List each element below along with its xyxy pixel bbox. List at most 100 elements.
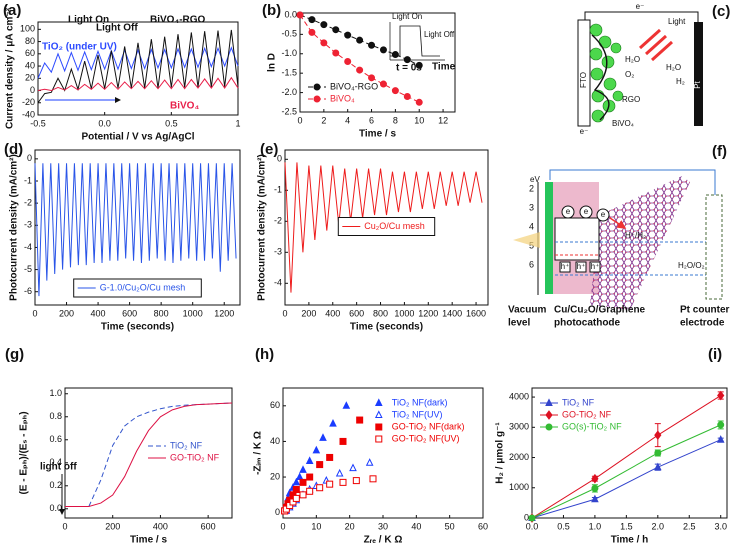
- cathode-label: Cu/Cu₂O/Graphene: [554, 305, 646, 316]
- panel-label: (d): [4, 141, 23, 158]
- cu-layer: [545, 182, 553, 294]
- marker: [654, 449, 662, 457]
- y-tick-label: -1: [274, 185, 282, 195]
- legend-marker: [374, 410, 383, 418]
- y-tick-label: -2.0: [281, 87, 297, 97]
- marker: [342, 401, 351, 409]
- marker: [326, 480, 334, 488]
- marker: [332, 49, 340, 57]
- electron: [579, 205, 593, 219]
- x-tick-label: 2.5: [683, 521, 696, 531]
- marker: [329, 418, 337, 427]
- marker: [308, 28, 316, 36]
- panel-label: (e): [260, 141, 278, 158]
- x-axis-label: Time (seconds): [350, 322, 423, 333]
- electron: [561, 205, 575, 219]
- y-tick-label: 3000: [509, 422, 529, 432]
- x-tick-label: 0: [282, 308, 287, 318]
- legend-marker: [545, 398, 553, 406]
- y-axis-label: Photocurrent density (mA/cm²): [9, 154, 20, 301]
- vacuum-label: Vacuum: [508, 305, 546, 316]
- marker: [369, 475, 377, 483]
- y-tick-label: -5: [24, 264, 32, 274]
- marker: [316, 484, 324, 492]
- rgo-sheet: [591, 34, 610, 121]
- marker: [299, 465, 307, 473]
- marker: [308, 16, 316, 24]
- x-tick-label: 200: [105, 521, 120, 531]
- hole: [559, 261, 571, 273]
- legend-label: Cu₂O/Cu mesh: [364, 221, 425, 231]
- scale-label: 4: [529, 221, 534, 231]
- marker: [654, 430, 662, 440]
- x-tick-label: 1200: [418, 308, 438, 318]
- legend-marker: [313, 83, 321, 91]
- annotation: light off: [40, 462, 77, 473]
- electron-label: e: [601, 210, 606, 219]
- y-tick-label: 100: [20, 24, 35, 34]
- legend-label: GO-TiO₂ NF(dark): [392, 421, 465, 431]
- plot-frame: [299, 12, 456, 113]
- light-source: [513, 232, 540, 248]
- marker: [356, 36, 364, 44]
- marker: [320, 21, 328, 29]
- series-line: [37, 76, 239, 92]
- series-label: BiVO₄: [170, 101, 199, 112]
- marker: [391, 87, 399, 95]
- x-tick-label: 200: [301, 308, 316, 318]
- marker: [339, 437, 347, 445]
- scale-label: 2: [529, 183, 534, 193]
- marker: [352, 477, 360, 485]
- marker: [292, 477, 301, 486]
- legend-label: GO-TiO₂ NF: [562, 409, 612, 419]
- y-tick-label: -2: [274, 216, 282, 226]
- marker: [296, 11, 304, 19]
- marker: [312, 445, 321, 454]
- diagram-c: (c) e⁻ FTO Pt Light H₂O O₂ RGO BiVO₄ H₂O…: [577, 2, 730, 136]
- x-tick-label: 4: [345, 115, 350, 125]
- annotation: t = 0s: [396, 63, 422, 74]
- y-tick-label: 60: [25, 48, 35, 58]
- x-tick-label: 2.0: [652, 521, 665, 531]
- marker: [320, 39, 328, 47]
- legend-marker: [375, 423, 383, 431]
- scale-label: 6: [529, 259, 534, 269]
- legend-label: BiVO₄: [330, 93, 355, 103]
- electron-label: e⁻: [580, 127, 589, 136]
- annotation: Time: [432, 62, 456, 73]
- series-label: TiO₂ (under UV): [42, 42, 117, 53]
- legend-frame: [73, 278, 202, 298]
- legend-marker: [545, 423, 553, 431]
- x-axis-label: Potential / V vs Ag/AgCl: [82, 132, 195, 143]
- x-tick-label: 3.0: [714, 521, 727, 531]
- y-axis-label: (E - Eₚₕ)/(Eₛ - Eₚₕ): [19, 411, 30, 494]
- marker: [717, 421, 725, 429]
- legend-label: BiVO₄-RGO: [330, 81, 378, 91]
- counter-label: Pt counter: [680, 305, 730, 316]
- x-tick-label: 1.5: [620, 521, 633, 531]
- marker: [295, 472, 304, 481]
- marker: [326, 453, 334, 461]
- x-tick-label: 400: [325, 308, 340, 318]
- electron-label: e: [566, 207, 571, 216]
- cathode-label: photocathode: [554, 318, 621, 329]
- hydrogen-label: H₂: [676, 77, 685, 86]
- x-tick-label: 200: [59, 308, 74, 318]
- y-tick-label: 20: [25, 73, 35, 83]
- series-line: [531, 424, 721, 519]
- annotation: Light On: [68, 15, 109, 26]
- marker: [306, 473, 314, 481]
- y-tick-label: 0.8: [49, 411, 62, 421]
- y-tick-label: -2.5: [281, 106, 297, 116]
- x-axis-label: Time / s: [359, 129, 396, 140]
- legend-label: TiO₂ NF(UV): [392, 409, 443, 419]
- x-tick-label: 2: [321, 115, 326, 125]
- x-tick-label: 0: [62, 521, 67, 531]
- y-tick-label: -4: [24, 242, 32, 252]
- marker: [717, 390, 725, 401]
- legend-frame: [337, 217, 436, 236]
- marker: [339, 478, 347, 486]
- x-tick-label: 1.0: [589, 521, 602, 531]
- series-line: [65, 402, 233, 507]
- marker: [379, 80, 387, 88]
